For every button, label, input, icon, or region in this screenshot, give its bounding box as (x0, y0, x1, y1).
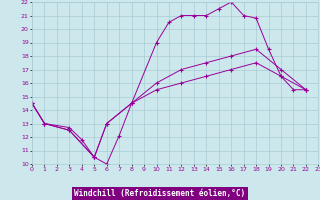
Text: Windchill (Refroidissement éolien,°C): Windchill (Refroidissement éolien,°C) (75, 189, 245, 198)
